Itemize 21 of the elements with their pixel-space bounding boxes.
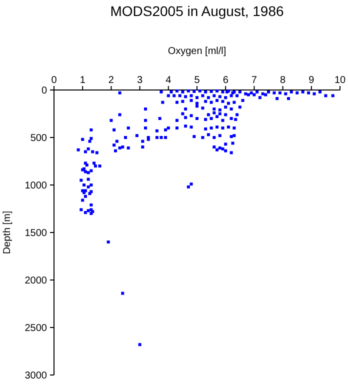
x-tick-label: 7: [251, 75, 258, 86]
x-tick-label: 9: [308, 75, 315, 86]
y-tick-label: 2000: [24, 276, 48, 286]
x-tick-label: 10: [334, 75, 346, 86]
x-tick-label: 0: [51, 75, 58, 86]
x-axis-title: Oxygen [ml/l]: [168, 46, 226, 57]
y-tick-label: 2500: [24, 323, 48, 334]
x-tick-label: 1: [80, 75, 86, 86]
x-tick-label: 6: [222, 75, 229, 86]
x-tick-label: 3: [137, 75, 144, 86]
y-tick-label: 1000: [24, 180, 48, 192]
y-tick-label: 3000: [24, 370, 48, 382]
x-tick-label: 4: [166, 75, 172, 86]
y-tick-label: 0: [41, 86, 48, 96]
x-tick-label: 5: [194, 75, 200, 86]
x-tick-label: 8: [280, 75, 286, 86]
y-tick-label: 1500: [24, 228, 48, 239]
x-tick-label: 2: [108, 75, 114, 86]
chart-title: MODS2005 in August, 1986: [110, 3, 284, 19]
y-tick-label: 500: [30, 133, 48, 144]
y-axis-title: Depth [m]: [2, 210, 13, 254]
